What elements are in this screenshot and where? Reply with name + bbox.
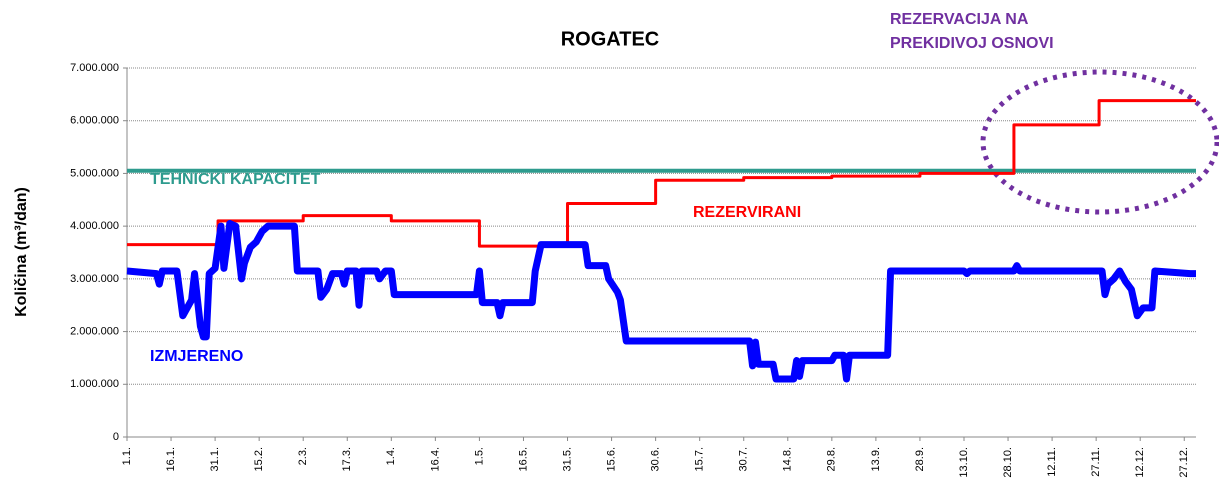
y-tick-label: 7.000.000 bbox=[70, 62, 119, 74]
x-tick-label: 31.5. bbox=[561, 447, 573, 471]
y-tick-label: 0 bbox=[113, 431, 119, 443]
y-axis-label: Količina (m³/dan) bbox=[13, 187, 30, 317]
x-tick-label: 30.6. bbox=[650, 447, 662, 471]
series-label: TEHNIČKI KAPACITET bbox=[150, 169, 321, 188]
highlight-ellipse bbox=[980, 69, 1219, 215]
y-tick-label: 1.000.000 bbox=[70, 378, 119, 390]
x-tick-label: 28.9. bbox=[914, 447, 926, 471]
series-line bbox=[126, 220, 1196, 383]
y-tick-label: 6.000.000 bbox=[70, 115, 119, 127]
x-tick-label: 1.4. bbox=[385, 447, 397, 465]
x-tick-label: 15.2. bbox=[253, 447, 265, 471]
x-tick-label: 27.12. bbox=[1178, 447, 1190, 478]
chart-title: ROGATEC bbox=[561, 28, 660, 50]
x-tick-label: 1.5. bbox=[473, 447, 485, 465]
y-tick-label: 5.000.000 bbox=[70, 167, 119, 179]
x-tick-label: 29.8. bbox=[826, 447, 838, 471]
y-tick-label: 2.000.000 bbox=[70, 325, 119, 337]
x-tick-label: 16.1. bbox=[165, 447, 177, 471]
x-tick-label: 14.8. bbox=[782, 447, 794, 471]
y-tick-label: 3.000.000 bbox=[70, 273, 119, 285]
x-tick-label: 17.3. bbox=[341, 447, 353, 471]
x-tick-label: 16.5. bbox=[517, 447, 529, 471]
annotation: PREKIDIVOJ OSNOVI bbox=[890, 35, 1054, 52]
x-tick-label: 15.6. bbox=[605, 447, 617, 471]
x-tick-label: 12.11. bbox=[1046, 447, 1058, 477]
x-tick-label: 12.12. bbox=[1134, 447, 1146, 478]
x-tick-label: 30.7. bbox=[738, 447, 750, 471]
x-tick-label: 1.1. bbox=[121, 447, 133, 465]
x-tick-label: 15.7. bbox=[694, 447, 706, 471]
series-line bbox=[127, 99, 1196, 248]
series-label: IZMJERENO bbox=[150, 348, 243, 365]
annotation: REZERVACIJA NA bbox=[890, 11, 1029, 28]
y-tick-label: 4.000.000 bbox=[70, 220, 119, 232]
series-label: REZERVIRANI bbox=[693, 204, 801, 221]
x-tick-label: 13.9. bbox=[870, 447, 882, 471]
x-tick-label: 13.10. bbox=[958, 447, 970, 478]
x-tick-label: 27.11. bbox=[1090, 447, 1102, 477]
x-tick-label: 28.10. bbox=[1002, 447, 1014, 478]
x-tick-label: 31.1. bbox=[209, 447, 221, 471]
x-tick-label: 16.4. bbox=[429, 447, 441, 471]
x-tick-label: 2.3. bbox=[297, 447, 309, 465]
